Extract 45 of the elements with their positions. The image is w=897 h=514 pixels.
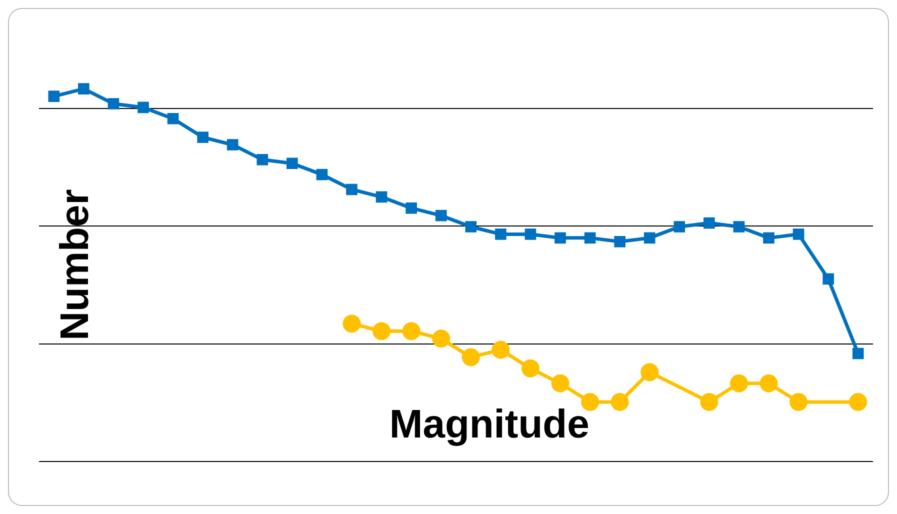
point [822, 273, 834, 285]
point [584, 232, 596, 244]
point [402, 322, 420, 340]
point [551, 374, 570, 392]
point [763, 232, 774, 244]
point [435, 210, 447, 222]
point [700, 392, 718, 411]
point [48, 90, 60, 102]
point [792, 228, 804, 240]
point [226, 139, 238, 150]
point [644, 232, 656, 244]
point [852, 348, 864, 360]
point [432, 330, 450, 348]
point [610, 392, 629, 411]
point [704, 217, 715, 229]
point [108, 98, 120, 110]
point [376, 191, 388, 203]
point [492, 340, 510, 359]
point [197, 132, 208, 143]
point [674, 221, 686, 232]
point [78, 83, 90, 94]
point [286, 158, 298, 170]
point [640, 363, 659, 382]
point [790, 392, 808, 411]
point [730, 374, 748, 392]
point [138, 102, 149, 114]
point [614, 236, 626, 248]
point [372, 322, 391, 340]
point [554, 232, 566, 244]
point [346, 184, 358, 196]
point [524, 228, 536, 240]
point [342, 314, 361, 333]
point [406, 202, 417, 214]
point [521, 359, 540, 378]
point [465, 221, 477, 232]
point [316, 168, 328, 180]
point [495, 228, 506, 240]
point [849, 392, 868, 411]
y-axis-title: Number [53, 189, 98, 340]
x-axis-title: Magnitude [389, 402, 590, 447]
point [733, 221, 745, 232]
point [167, 112, 179, 124]
point [462, 348, 480, 366]
point [760, 374, 778, 392]
point [256, 154, 268, 166]
